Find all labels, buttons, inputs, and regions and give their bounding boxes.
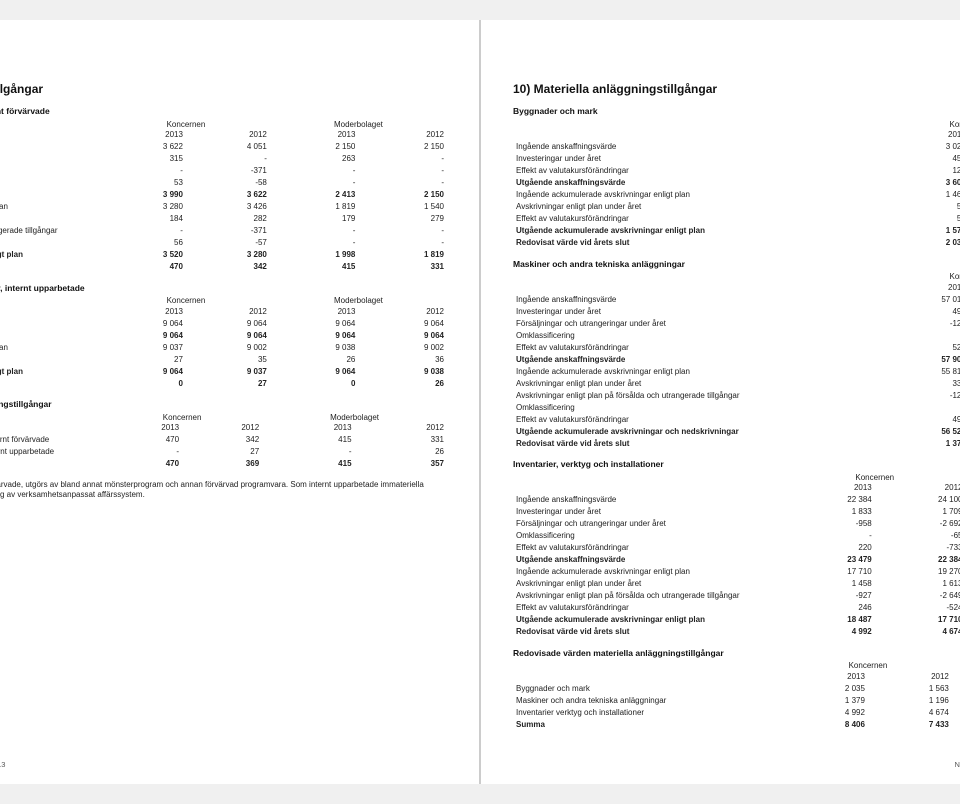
table-right-2: Koncernen20132012Ingående anskaffningsvä… — [513, 271, 960, 450]
footer-left: 30 NILÖRNGRUPPEN ÅRSREDOVISNING 2013 — [0, 758, 447, 770]
page-spread: Noter 9) Immateriella anläggningstillgån… — [0, 20, 960, 784]
header-right: Noter — [513, 48, 960, 58]
footer-right: NILÖRNGRUPPEN ÅRSREDOVISNING 2013 31 — [513, 758, 960, 770]
content-right: 10) Materiella anläggningstillgångar Byg… — [513, 82, 960, 740]
page-right: Noter 10) Materiella anläggningstillgång… — [481, 20, 960, 784]
note-10-title: 10) Materiella anläggningstillgångar — [513, 82, 960, 96]
table-right-1: Koncernen20132012Ingående anskaffningsvä… — [513, 118, 960, 249]
sec2-head: Övriga immateriella anläggningstillgånga… — [0, 283, 447, 293]
body-text: Immateriella anläggningstillgångar, exte… — [0, 480, 447, 502]
table-right-3: KoncernenModerbolaget2013201220132012Ing… — [513, 471, 960, 638]
rsec4-head: Redovisade värden materiella anläggnings… — [513, 648, 960, 658]
rsec1-head: Byggnader och mark — [513, 106, 960, 116]
footer-text-right: NILÖRNGRUPPEN ÅRSREDOVISNING 2013 — [955, 760, 960, 769]
sec1-head: Immateriella anläggningstillgångar, exte… — [0, 106, 447, 116]
footer-text-left: NILÖRNGRUPPEN ÅRSREDOVISNING 2013 — [0, 760, 5, 769]
table-left-3: KoncernenModerbolaget2013201220132012Övr… — [0, 411, 447, 470]
table-right-4: KoncernenModerbolaget2013201220132012Byg… — [513, 660, 960, 731]
note-9-title: 9) Immateriella anläggningstillgångar — [0, 82, 447, 96]
sec3-head: Redovisade värden immateriella anläggnin… — [0, 399, 447, 409]
table-left-2: KoncernenModerbolaget2013201220132012Ing… — [0, 295, 447, 390]
rsec2-head: Maskiner och andra tekniska anläggningar — [513, 259, 960, 269]
header-left: Noter — [0, 48, 447, 58]
table-left-1: KoncernenModerbolaget2013201220132012Ing… — [0, 118, 447, 273]
rsec3-head: Inventarier, verktyg och installationer — [513, 459, 960, 469]
content-left: 9) Immateriella anläggningstillgångar Im… — [0, 82, 447, 740]
page-left: Noter 9) Immateriella anläggningstillgån… — [0, 20, 479, 784]
